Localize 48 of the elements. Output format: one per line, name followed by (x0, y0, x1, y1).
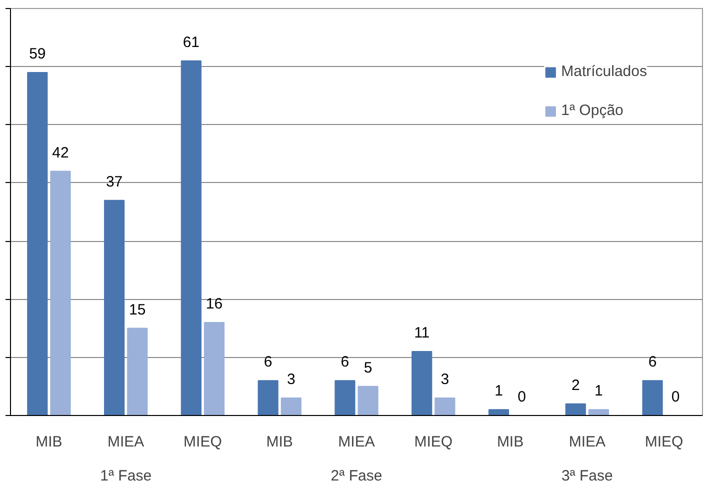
text: 1ª Fase (100, 468, 152, 484)
bar (488, 409, 510, 416)
bar (642, 380, 663, 416)
bar (258, 380, 278, 416)
data-label: 6 (648, 354, 657, 371)
bar (280, 398, 302, 416)
bar (27, 72, 48, 416)
data-label: 1 (594, 382, 603, 400)
data-label: 1 (494, 382, 503, 400)
x-tick-label: MIEQ (644, 434, 684, 450)
bar (334, 380, 356, 416)
data-label: 37 (106, 173, 123, 190)
bar (180, 60, 202, 416)
x-tick-label: MIB (36, 434, 62, 450)
bar (565, 403, 586, 416)
data-label: 42 (52, 144, 69, 162)
x-tick-label: MIEA (107, 434, 144, 450)
data-label: 0 (518, 388, 526, 406)
x-tick-label: MIEA (568, 434, 606, 450)
x-tick-label: MIEQ (184, 434, 222, 450)
bar (127, 328, 148, 416)
data-label: 61 (182, 34, 200, 51)
bar (50, 170, 71, 416)
x-tick-label: MIEQ (414, 434, 453, 450)
bar (104, 200, 125, 416)
x-tick-label: MIB (266, 434, 293, 450)
bar (588, 409, 610, 416)
bar (358, 386, 378, 416)
data-label: 15 (129, 301, 146, 318)
x-tick-label: MIB (496, 434, 524, 450)
data-label: 2 (571, 376, 580, 394)
legend-label: 1ª Opção (561, 102, 624, 119)
legend-label: Matrículados (561, 63, 647, 80)
data-label: 5 (364, 359, 372, 376)
data-label: 6 (264, 354, 272, 371)
data-label: 59 (29, 45, 46, 62)
data-label: 3 (440, 371, 450, 388)
bar (204, 322, 225, 416)
bar (434, 398, 456, 416)
data-label: 11 (414, 324, 430, 342)
data-label: 3 (286, 371, 296, 388)
data-label: 16 (206, 295, 223, 312)
x-tick-label: MIEA (338, 434, 375, 450)
data-label: 0 (671, 388, 680, 406)
text: 2ª Fase (330, 468, 382, 484)
bar (412, 351, 432, 416)
data-label: 6 (340, 354, 350, 371)
text: 3ª Fase (561, 468, 613, 484)
